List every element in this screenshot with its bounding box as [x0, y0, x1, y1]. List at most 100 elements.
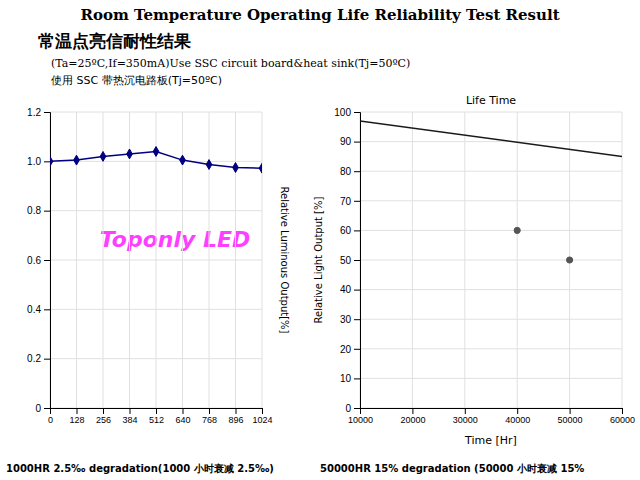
- x-tick-mark: [77, 408, 78, 414]
- x-tick: 40000: [505, 408, 530, 425]
- y-tick-mark: [44, 112, 50, 113]
- x-tick: 896: [228, 408, 243, 425]
- x-tick: 50000: [558, 408, 583, 425]
- x-tick: 20000: [400, 408, 425, 425]
- x-tick-label: 10000: [348, 415, 373, 425]
- x-tick-label: 40000: [505, 415, 530, 425]
- y-tick-label: 0.6: [27, 255, 41, 266]
- x-tick: 256: [96, 408, 111, 425]
- x-tick-label: 640: [175, 415, 190, 425]
- y-tick: 0.6: [27, 255, 50, 266]
- y-tick-mark: [354, 319, 360, 320]
- x-tick: 384: [122, 408, 137, 425]
- y-tick-mark: [44, 161, 50, 162]
- y-tick: 90: [340, 136, 360, 147]
- grid-line: [360, 378, 622, 379]
- x-tick-mark: [570, 408, 571, 414]
- subtitle: 常温点亮信耐性结果: [38, 31, 192, 51]
- x-tick: 30000: [453, 408, 478, 425]
- x-tick: 10000: [348, 408, 373, 425]
- y-tick: 0: [345, 403, 360, 414]
- y-tick: 10: [340, 373, 360, 384]
- x-tick-label: 0: [48, 415, 53, 425]
- x-tick: 0: [48, 408, 53, 425]
- x-axis: 10000 20000 30000 40000 50000 60000: [348, 408, 635, 425]
- y-axis-line: [354, 113, 361, 409]
- y-tick-mark: [354, 112, 360, 113]
- line-marker: [127, 149, 133, 159]
- y-tick-label: 100: [334, 107, 351, 118]
- grid-line: [360, 289, 622, 290]
- chart-title: Life Time: [466, 94, 516, 107]
- x-tick-label: 30000: [453, 415, 478, 425]
- x-tick-label: 768: [202, 415, 217, 425]
- y-tick-label: 90: [340, 136, 352, 147]
- y-tick-label: 40: [340, 284, 352, 295]
- y-tick-mark: [44, 408, 50, 409]
- x-tick-label: 50000: [558, 415, 583, 425]
- y-tick: 60: [340, 225, 360, 236]
- scatter-point: [514, 227, 520, 233]
- x-tick-mark: [517, 408, 518, 414]
- y-tick-label: 0: [35, 403, 41, 414]
- x-tick-mark: [412, 408, 413, 414]
- x-tick-mark: [262, 408, 263, 414]
- y-tick-label: 0.4: [27, 304, 41, 315]
- y-tick: 0.8: [27, 205, 50, 216]
- x-tick-mark: [236, 408, 237, 414]
- chart: 0128256384512640768896102400.20.40.60.81…: [27, 107, 289, 426]
- line-marker: [100, 151, 106, 161]
- grid-line: [50, 358, 262, 359]
- y-axis-line: [44, 113, 51, 409]
- y-tick-mark: [354, 201, 360, 202]
- y-tick: 0: [35, 403, 50, 414]
- grid-line: [50, 260, 262, 261]
- condition-line: (Ta=25ºC,If=350mA)Use SSC circuit board&…: [51, 57, 410, 70]
- y-tick: 0.4: [27, 304, 50, 315]
- grid-line: [360, 141, 622, 142]
- x-tick: 60000: [610, 408, 635, 425]
- scatter-point: [567, 257, 573, 263]
- grid-line: [50, 210, 262, 211]
- y-axis: 0 10 20 30 40 50 60 70 80 90 100: [334, 107, 360, 414]
- y-tick-mark: [354, 408, 360, 409]
- y-tick-mark: [354, 171, 360, 172]
- grid-line: [50, 309, 262, 310]
- grid-line: [50, 161, 262, 162]
- grid: [360, 112, 622, 408]
- line-marker: [180, 155, 186, 165]
- y-tick-label: 0: [345, 403, 351, 414]
- y-tick: 30: [340, 314, 360, 325]
- grid-line: [50, 112, 262, 113]
- y-tick-label: 20: [340, 344, 352, 355]
- y-tick-mark: [44, 359, 50, 360]
- y-tick-label: 70: [340, 196, 352, 207]
- y-tick: 1.2: [27, 107, 50, 118]
- y-tick-mark: [354, 230, 360, 231]
- y-tick-mark: [44, 309, 50, 310]
- y-tick: 1.0: [27, 156, 50, 167]
- y-tick-label: 50: [340, 255, 352, 266]
- grid-line: [360, 171, 622, 172]
- y-tick-label: 1.2: [27, 107, 41, 118]
- x-axis: 01282563845126407688961024: [48, 408, 273, 425]
- x-tick-mark: [622, 408, 623, 414]
- plot-area: [50, 147, 262, 174]
- x-tick-mark: [465, 408, 466, 414]
- x-tick-mark: [209, 408, 210, 414]
- x-tick-label: 384: [122, 415, 137, 425]
- x-tick-label: 256: [96, 415, 111, 425]
- line-marker: [153, 147, 159, 157]
- x-tick-mark: [183, 408, 184, 414]
- y-axis-title: Relative Luminous Output[%]: [279, 187, 290, 334]
- y-tick: 70: [340, 196, 360, 207]
- line-marker: [233, 163, 239, 173]
- x-tick: 768: [202, 408, 217, 425]
- grid-line: [360, 260, 622, 261]
- y-tick-label: 80: [340, 166, 352, 177]
- y-tick-label: 30: [340, 314, 352, 325]
- footnote: 1000HR 2.5‰ degradation(1000 小时衰减 2.5‰): [6, 463, 274, 474]
- condition-line: 使用 SSC 带热沉电路板(Tj=50ºC): [51, 74, 222, 87]
- x-tick: 1024: [252, 408, 272, 425]
- x-tick-label: 128: [69, 415, 84, 425]
